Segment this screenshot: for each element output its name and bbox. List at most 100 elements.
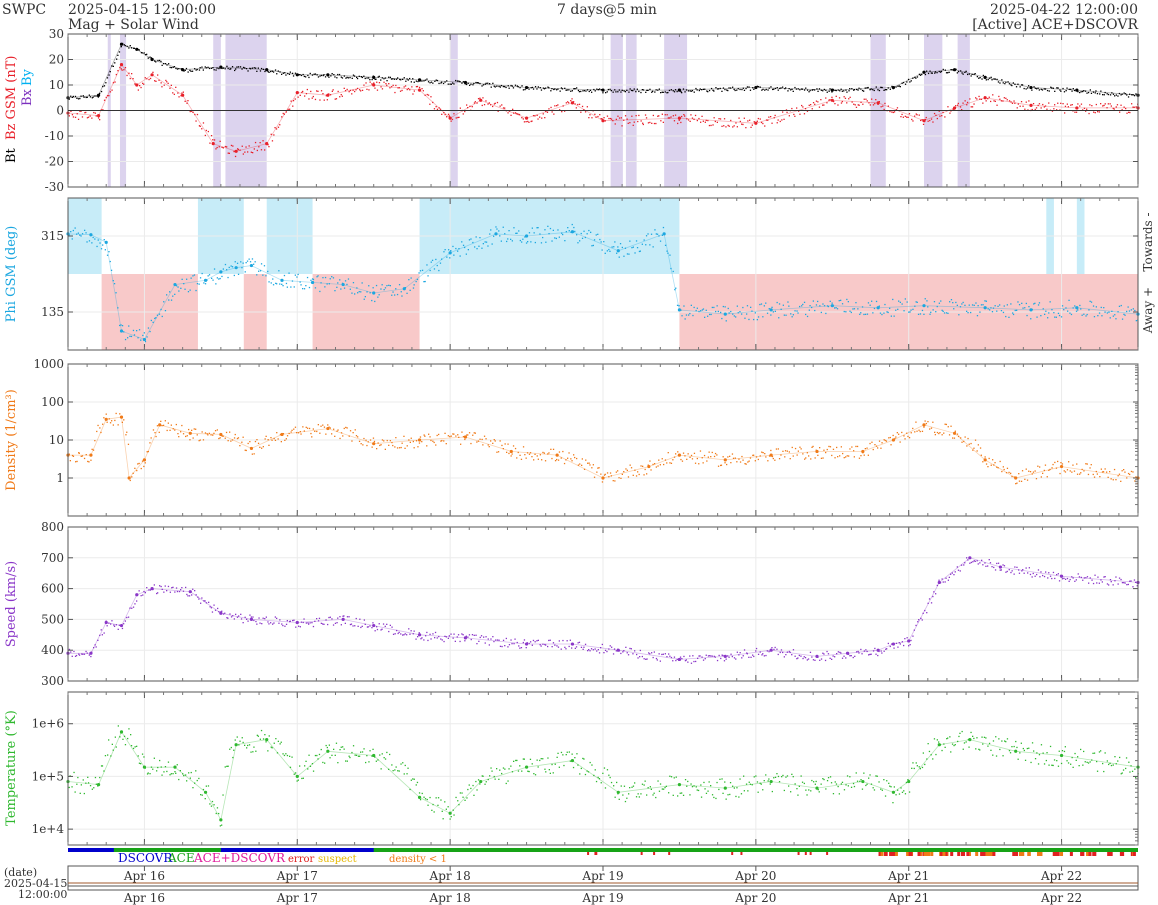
bz-sample — [314, 98, 317, 101]
density-sample — [775, 448, 778, 450]
speed-sample — [601, 643, 603, 646]
phi-sample — [221, 275, 223, 278]
phi-sample — [375, 284, 378, 287]
temperature-sample — [1103, 770, 1105, 773]
temperature-sample — [845, 784, 847, 786]
speed-sample — [572, 643, 574, 646]
bt-sample — [914, 76, 916, 79]
bz-sample — [114, 81, 116, 83]
phi-sample — [674, 289, 676, 291]
bt-sample — [889, 88, 891, 90]
temperature-sample — [572, 766, 575, 769]
temperature-sample — [1098, 751, 1101, 753]
bz-point — [677, 116, 682, 120]
temperature-sample — [1060, 762, 1063, 765]
speed-sample — [899, 643, 901, 645]
bz-sample — [320, 90, 323, 92]
density-sample — [1089, 467, 1091, 469]
bz-sample — [348, 91, 350, 93]
bz-sample — [187, 100, 189, 102]
bt-sample — [184, 69, 186, 71]
speed-sample — [707, 655, 710, 657]
density-sample — [174, 429, 176, 431]
phi-sample — [817, 300, 819, 303]
density-sample — [675, 453, 677, 455]
bt-sample — [507, 85, 509, 87]
bz-sample — [1106, 107, 1108, 109]
speed-sample — [915, 624, 917, 627]
density-sample — [797, 450, 799, 452]
bz-sample — [532, 115, 535, 117]
bt-sample — [402, 78, 404, 80]
temperature-sample — [813, 781, 815, 783]
phi-sample — [496, 228, 498, 230]
phi-sample — [416, 278, 419, 281]
temperature-sample — [122, 738, 124, 740]
phi-sample — [792, 314, 794, 316]
density-sample — [938, 432, 940, 435]
bt-sample — [803, 89, 806, 91]
phi-sample — [472, 241, 474, 244]
phi-sample — [132, 329, 135, 332]
bt-sample — [883, 89, 885, 91]
bz-sample — [244, 151, 246, 153]
bt-sample — [1120, 94, 1122, 96]
phi-sample — [536, 227, 538, 229]
bz-sample — [268, 146, 270, 148]
phi-sample — [152, 321, 154, 323]
phi-sample — [332, 277, 335, 279]
phi-sample — [1098, 312, 1101, 314]
bt-sample — [323, 74, 325, 76]
bt-sample — [1090, 92, 1093, 94]
bt-sample — [957, 70, 960, 73]
phi-sample — [487, 245, 489, 247]
temperature-sample — [814, 783, 816, 785]
speed-sample — [845, 657, 847, 659]
bt-sample — [606, 91, 608, 93]
density-sample — [210, 434, 212, 436]
bz-sample — [361, 89, 364, 91]
density-sample — [782, 450, 784, 452]
speed-sample — [201, 597, 203, 599]
phi-sample — [1037, 304, 1040, 306]
speed-sample — [396, 629, 398, 632]
speed-sample — [1029, 573, 1032, 576]
bt-sample — [469, 84, 471, 86]
phi-sample — [879, 312, 882, 314]
bt-series — [66, 42, 1140, 100]
bz-sample — [633, 121, 635, 123]
phi-sample — [650, 233, 653, 235]
bz-point — [524, 116, 529, 120]
bt-sample — [413, 81, 415, 83]
phi-sample — [539, 233, 541, 235]
bt-sample — [1079, 91, 1081, 94]
bt-sample — [262, 68, 265, 70]
temperature-sample — [309, 765, 312, 767]
phi-sample — [302, 288, 304, 290]
bz-sample — [1119, 111, 1121, 113]
bz-sample — [759, 118, 761, 120]
bz-sample — [457, 116, 459, 119]
bt-sample — [137, 49, 139, 51]
phi-sample — [168, 299, 170, 301]
bt-sample — [403, 77, 405, 79]
bz-sample — [971, 106, 974, 108]
temperature-sample — [91, 788, 93, 790]
speed-sample — [578, 641, 581, 643]
phi-sample — [926, 300, 928, 302]
bz-sample — [749, 119, 751, 121]
temperature-sample — [907, 779, 909, 781]
speed-sample — [898, 642, 900, 644]
temperature-sample — [1089, 761, 1091, 763]
phi-sample — [730, 310, 732, 313]
temperature-sample — [79, 792, 81, 794]
bz-sample — [767, 119, 769, 121]
speed-sample — [380, 629, 382, 631]
speed-sample — [590, 648, 593, 650]
bt-sample — [429, 82, 431, 84]
density-point — [1014, 476, 1018, 480]
bz-sample — [564, 110, 566, 112]
bz-sample — [1132, 106, 1134, 108]
temperature-sample — [484, 783, 486, 785]
temperature-sample — [283, 754, 286, 757]
